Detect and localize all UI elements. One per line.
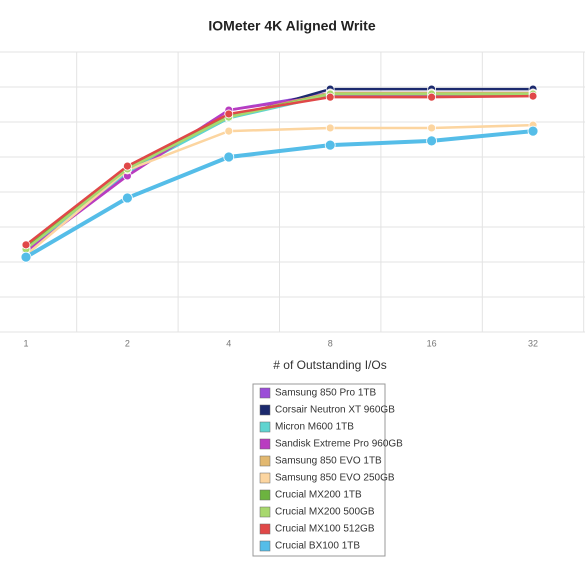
legend-label: Corsair Neutron XT 960GB (275, 405, 395, 416)
x-tick-label: 8 (328, 338, 333, 348)
legend-label: Sandisk Extreme Pro 960GB (275, 439, 403, 450)
legend-label: Crucial BX100 1TB (275, 541, 360, 552)
legend-swatch (259, 404, 271, 416)
data-point (427, 92, 437, 102)
data-point (122, 192, 133, 204)
legend-swatch (259, 387, 271, 399)
legend-swatch (259, 455, 271, 467)
x-tick-label: 16 (427, 338, 437, 348)
data-point (325, 123, 335, 133)
x-tick-label: 1 (23, 338, 28, 348)
data-point (426, 135, 438, 147)
legend-label: Samsung 850 EVO 1TB (275, 456, 382, 467)
series-line (25, 94, 534, 246)
series-line (24, 129, 534, 259)
legend-label: Crucial MX200 500GB (275, 507, 375, 518)
data-point (123, 161, 132, 171)
data-point (427, 123, 437, 133)
data-point (528, 91, 538, 101)
data-point (224, 126, 234, 136)
data-point (224, 109, 234, 119)
legend-swatch (259, 489, 271, 501)
data-point (324, 139, 336, 151)
data-point (527, 125, 539, 137)
data-point (20, 251, 32, 263)
legend-swatch (259, 421, 271, 433)
legend-swatch (259, 438, 271, 450)
legend-swatch (259, 472, 271, 484)
data-point (223, 151, 235, 163)
x-tick-label: 4 (226, 338, 231, 348)
legend-box (252, 383, 386, 557)
legend-swatch (259, 540, 271, 552)
x-tick-label: 32 (528, 338, 538, 348)
legend-swatch (259, 506, 271, 518)
x-tick-label: 2 (125, 338, 130, 348)
legend-label: Micron M600 1TB (275, 422, 354, 433)
legend-label: Crucial MX100 512GB (275, 524, 375, 535)
chart-title: IOMeter 4K Aligned Write (208, 18, 375, 34)
x-axis-title: # of Outstanding I/Os (273, 358, 386, 372)
series-line (25, 123, 534, 256)
data-point (21, 240, 31, 250)
data-point (325, 92, 335, 102)
legend-label: Samsung 850 EVO 250GB (275, 473, 395, 484)
legend-label: Samsung 850 Pro 1TB (275, 388, 376, 399)
legend-swatch (259, 523, 271, 535)
legend-label: Crucial MX200 1TB (275, 490, 362, 501)
